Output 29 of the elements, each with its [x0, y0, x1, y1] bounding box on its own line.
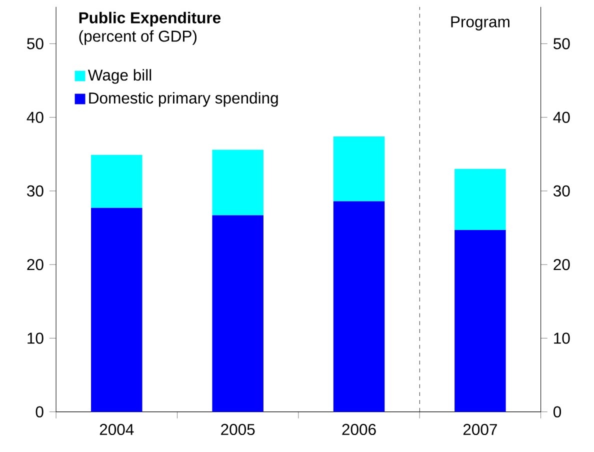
bar — [454, 230, 506, 412]
x-tick-label: 2004 — [100, 424, 134, 435]
bar — [91, 208, 142, 412]
bar — [212, 150, 264, 216]
bar — [454, 168, 506, 230]
bar — [333, 136, 385, 202]
x-tick-label: 2007 — [463, 424, 497, 435]
text: (percent of GDP) — [79, 30, 196, 45]
chart-title: Public Expenditure — [79, 12, 221, 26]
y-tick-label: 20 — [27, 258, 44, 270]
y2-tick-label: 0 — [554, 406, 562, 418]
x-tick-label: 2006 — [342, 424, 376, 435]
y2-tick-label: 50 — [554, 38, 570, 50]
bar — [333, 201, 385, 412]
y-tick-label: 40 — [26, 112, 44, 123]
y2-tick-label: 20 — [554, 258, 570, 270]
y-tick-label: 10 — [28, 332, 44, 344]
x-tick-label: 2005 — [221, 424, 255, 435]
legend-label: Domestic primary spending — [89, 92, 278, 107]
y2-tick-label: 30 — [553, 185, 570, 196]
y-tick-label: 0 — [36, 406, 44, 418]
bar — [212, 215, 264, 412]
y2-tick-label: 40 — [553, 112, 570, 123]
bar — [91, 154, 142, 208]
y2-tick-label: 10 — [554, 332, 570, 344]
y-tick-label: 30 — [27, 185, 44, 196]
annotation: Program — [451, 16, 510, 30]
legend-label: Wage bill — [88, 69, 152, 84]
y-tick-label: 50 — [27, 38, 44, 50]
